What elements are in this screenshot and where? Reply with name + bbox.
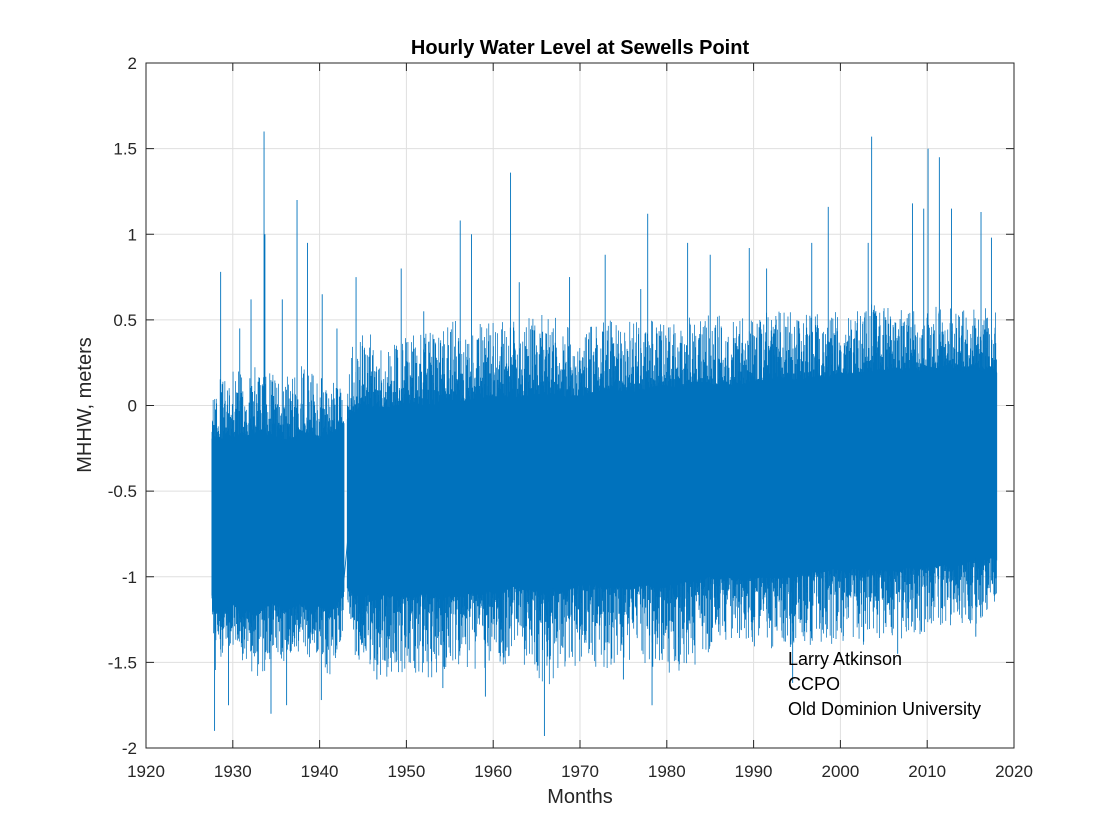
x-axis-tick-labels: 1920 1930 1940 1950 1960 1970 1980 1990 2000 2010… <box>127 762 1033 781</box>
y-tick-label: 1 <box>128 225 137 244</box>
x-tick-label: 1970 <box>561 762 599 781</box>
x-tick-label: 2010 <box>908 762 946 781</box>
x-tick-label: 2000 <box>821 762 859 781</box>
series-segment-1 <box>211 131 345 731</box>
annotation-author: Larry Atkinson <box>788 649 902 669</box>
x-tick-label: 1960 <box>474 762 512 781</box>
x-tick-label: 1940 <box>301 762 339 781</box>
annotation-organization: CCPO <box>788 674 840 694</box>
y-axis-label: MHHW, meters <box>74 337 96 473</box>
y-tick-label: -1.5 <box>108 653 137 672</box>
x-tick-label: 1980 <box>648 762 686 781</box>
plot-area <box>145 62 1015 749</box>
annotation-university: Old Dominion University <box>788 699 981 719</box>
y-tick-label: -0.5 <box>108 482 137 501</box>
series-core-band <box>346 364 998 599</box>
y-tick-label: -1 <box>122 568 137 587</box>
y-tick-label: 0.5 <box>113 311 137 330</box>
series-core-band <box>211 421 345 617</box>
axis-ticks <box>145 62 1015 749</box>
series-hourly-water-level <box>211 131 998 737</box>
series-gap-bridge <box>343 533 349 581</box>
x-tick-label: 1950 <box>387 762 425 781</box>
y-axis-tick-labels: -2 -1.5 -1 -0.5 0 0.5 1 1.5 2 <box>108 54 137 758</box>
y-tick-label: 0 <box>128 397 137 416</box>
annotation-block: Larry Atkinson CCPO Old Dominion Univers… <box>788 649 981 719</box>
y-tick-label: 1.5 <box>113 140 137 159</box>
y-tick-label: -2 <box>122 739 137 758</box>
chart-title: Hourly Water Level at Sewells Point <box>411 37 750 59</box>
y-tick-label: 2 <box>128 54 137 73</box>
x-tick-label: 1920 <box>127 762 165 781</box>
series-segment-2 <box>346 136 998 737</box>
x-tick-label: 1990 <box>735 762 773 781</box>
x-tick-label: 2020 <box>995 762 1033 781</box>
x-axis-label: Months <box>547 786 613 808</box>
x-tick-label: 1930 <box>214 762 252 781</box>
